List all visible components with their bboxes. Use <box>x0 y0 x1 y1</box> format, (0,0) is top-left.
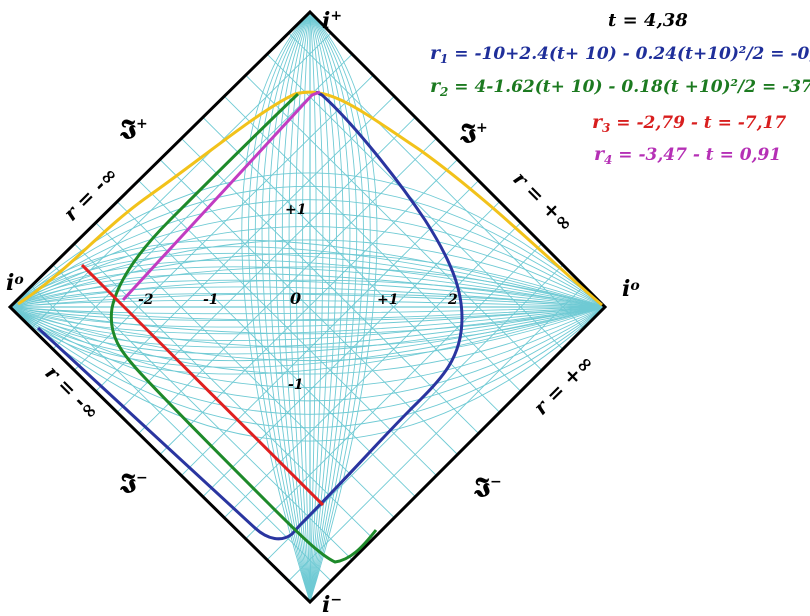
grid-line <box>309 11 358 603</box>
grid-line <box>9 306 606 328</box>
scri-minus-left: 𝕴− <box>120 469 148 499</box>
scri-plus-right: 𝕴+ <box>460 119 488 149</box>
grid-line <box>181 138 479 434</box>
grid-line <box>9 279 606 308</box>
grid-line <box>9 286 606 308</box>
grid-line <box>266 264 564 561</box>
grid-line <box>9 306 606 335</box>
edge-label-upper-right: r = +∞ <box>508 167 578 237</box>
diamond-frame <box>7 9 608 605</box>
grid-line <box>223 95 522 392</box>
grid-line <box>9 293 606 308</box>
grid-line <box>9 306 606 362</box>
grid-line <box>9 252 606 308</box>
r4-worldline <box>121 90 321 302</box>
equation-r4: r4 = -3,47 - t = 0,91 <box>594 143 781 167</box>
grid-line <box>9 306 606 355</box>
grid-line <box>9 306 606 428</box>
grid-line <box>261 11 311 603</box>
scri-plus-left: 𝕴+ <box>120 115 148 145</box>
grid-line <box>9 306 606 375</box>
grid-line <box>9 306 606 321</box>
grid-line <box>275 11 311 603</box>
grid-line <box>309 11 317 603</box>
equations-block: r1 = -10+2.4(t+ 10) - 0.24(t+10)²/2 = -0… <box>430 42 810 167</box>
grid-line <box>245 74 543 371</box>
corner-right-label: io <box>622 276 640 302</box>
grid-line <box>9 266 606 308</box>
grid-line <box>9 246 606 308</box>
equation-r2: r2 = 4-1.62(t+ 10) - 0.18(t +10)²/2 = -3… <box>430 75 810 99</box>
grid-line <box>309 11 344 603</box>
grid-line <box>9 293 606 308</box>
grid-line <box>248 11 311 603</box>
grid-line <box>223 222 522 519</box>
r3-worldline <box>80 263 325 507</box>
grid-line <box>9 306 606 375</box>
grid-line <box>9 279 606 308</box>
edge-label-upper-left: r = -∞ <box>59 162 123 226</box>
tick-y-minus1: -1 <box>288 377 304 393</box>
grid-line <box>288 285 585 582</box>
grid-line <box>9 306 606 402</box>
corner-left-label: io <box>6 270 24 296</box>
time-readout: t = 4,38 <box>608 10 688 31</box>
tick-y-plus1: +1 <box>285 202 306 218</box>
grid-line <box>309 11 331 603</box>
tick-x-plus1: +1 <box>377 292 398 308</box>
tick-x-zero: 0 <box>290 289 301 308</box>
corner-bottom-label: i− <box>322 592 342 616</box>
grid-line <box>309 11 364 603</box>
grid-line <box>9 306 606 348</box>
equation-r1: r1 = -10+2.4(t+ 10) - 0.24(t+10)²/2 = -0… <box>430 42 810 66</box>
grid-line <box>9 306 606 388</box>
r2-worldline <box>109 92 378 564</box>
grid-line <box>9 239 606 308</box>
grid-line <box>9 306 606 321</box>
conformal-grid <box>9 11 606 603</box>
grid-line <box>288 32 585 329</box>
grid-line <box>9 199 606 308</box>
tick-x-minus1: -1 <box>203 292 219 308</box>
grid-line <box>9 186 606 308</box>
grid-line <box>9 212 606 308</box>
tick-x-plus2: 2 <box>447 292 458 308</box>
equation-r3: r3 = -2,79 - t = -7,17 <box>592 111 786 135</box>
corner-top-label: i+ <box>322 8 342 34</box>
grid-line <box>281 11 311 603</box>
grid-line <box>202 201 500 497</box>
grid-line <box>9 306 606 442</box>
grid-line <box>302 11 311 603</box>
grid-line <box>309 11 324 603</box>
grid-line <box>9 306 606 368</box>
grid-line <box>9 306 606 335</box>
grid-line <box>266 53 564 350</box>
grid-line <box>9 306 606 415</box>
grid-line <box>309 11 351 603</box>
tick-x-minus2: -2 <box>138 292 154 308</box>
grid-line <box>181 180 479 476</box>
grid-line <box>9 226 606 308</box>
grid-line <box>309 11 337 603</box>
yellow-curve <box>17 90 603 307</box>
grid-line <box>268 11 311 603</box>
grid-line <box>245 243 543 540</box>
grid-line <box>9 299 606 308</box>
grid-line <box>9 306 606 315</box>
scri-minus-right: 𝕴− <box>474 473 502 503</box>
grid-line <box>9 259 606 308</box>
grid-line <box>241 11 311 603</box>
